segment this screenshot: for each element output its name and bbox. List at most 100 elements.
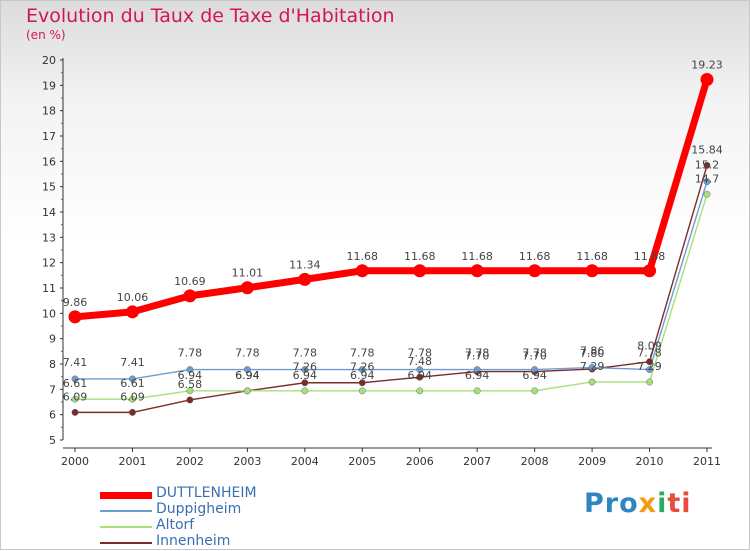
y-tick-label-8: 8 <box>49 358 56 371</box>
y-tick-label-18: 18 <box>42 105 56 118</box>
point-duppigheim-2001 <box>129 375 136 383</box>
point-duttlenheim-2003 <box>240 281 254 295</box>
y-tick-label-7: 7 <box>49 383 56 396</box>
point-duttlenheim-2000 <box>68 310 82 324</box>
point-duppigheim-2007 <box>473 366 481 373</box>
data-label-duppigheim-2000: 7.41 <box>63 356 88 369</box>
brand-part-2: x <box>638 488 658 519</box>
data-label-duttlenheim-2007: 11.68 <box>461 250 493 263</box>
data-label-innenheim-2005: 7.26 <box>350 361 375 374</box>
point-duppigheim-2009 <box>588 364 596 371</box>
data-label-duttlenheim-2002: 10.69 <box>174 275 206 288</box>
data-label-duttlenheim-2009: 11.68 <box>576 250 608 263</box>
brand-part-1: Pro <box>584 488 639 519</box>
point-innenheim-2002 <box>186 396 194 404</box>
x-tick-label-2002: 2002 <box>176 455 204 468</box>
data-label-altorf-2008: 6.94 <box>522 369 547 382</box>
point-altorf-2004 <box>301 387 309 395</box>
data-label-innenheim-2004: 7.26 <box>293 361 318 374</box>
data-label-innenheim-2008: 7.70 <box>522 350 547 363</box>
brand-part-3: i <box>657 488 668 519</box>
y-tick-label-9: 9 <box>49 333 56 346</box>
y-tick-label-13: 13 <box>42 231 56 244</box>
y-tick-label-14: 14 <box>42 206 56 219</box>
data-label-duppigheim-2001: 7.41 <box>120 356 145 369</box>
brand-logo: Proxiti <box>584 488 692 519</box>
y-tick-label-12: 12 <box>42 257 56 270</box>
x-tick-label-2009: 2009 <box>578 455 606 468</box>
data-label-innenheim-2010: 8.09 <box>637 340 662 353</box>
point-duppigheim-2000 <box>71 375 79 383</box>
point-duttlenheim-2005 <box>355 264 369 278</box>
data-label-innenheim-2006: 7.48 <box>407 355 432 368</box>
y-tick-label-5: 5 <box>49 434 56 447</box>
data-label-innenheim-2011: 15.84 <box>691 143 723 156</box>
data-label-altorf-2006: 6.94 <box>407 369 432 382</box>
data-label-duppigheim-2004: 7.78 <box>293 347 318 360</box>
data-label-duttlenheim-2001: 10.06 <box>117 291 149 304</box>
data-label-duttlenheim-2003: 11.01 <box>232 267 264 280</box>
data-label-altorf-2003: 6.94 <box>235 369 260 382</box>
x-tick-label-2007: 2007 <box>463 455 491 468</box>
x-tick-label-2011: 2011 <box>693 455 721 468</box>
point-altorf-2005 <box>358 387 366 395</box>
point-duppigheim-2003 <box>243 366 251 373</box>
point-altorf-2006 <box>416 387 424 395</box>
data-label-altorf-2007: 6.94 <box>465 369 490 382</box>
point-innenheim-2006 <box>416 373 424 381</box>
point-duppigheim-2002 <box>186 366 194 373</box>
point-duttlenheim-2011 <box>700 73 714 87</box>
data-label-innenheim-2001: 6.09 <box>120 390 145 403</box>
point-altorf-2001 <box>129 395 136 403</box>
point-duttlenheim-2007 <box>470 264 484 278</box>
x-tick-label-2000: 2000 <box>61 455 89 468</box>
point-innenheim-2011 <box>703 161 711 169</box>
data-label-duttlenheim-2006: 11.68 <box>404 250 436 263</box>
point-duppigheim-2008 <box>531 366 539 373</box>
legend-swatch-altorf <box>100 526 152 528</box>
legend-swatch-duttlenheim <box>100 492 152 499</box>
data-label-altorf-2005: 6.94 <box>350 369 375 382</box>
data-label-duttlenheim-2004: 11.34 <box>289 258 321 271</box>
point-duttlenheim-2008 <box>528 264 542 278</box>
data-label-duttlenheim-2005: 11.68 <box>347 250 379 263</box>
point-duppigheim-2004 <box>301 366 309 373</box>
legend-label-innenheim: Innenheim <box>156 533 231 549</box>
point-altorf-2007 <box>473 387 481 395</box>
chart-subtitle: (en %) <box>26 28 66 42</box>
y-tick-label-11: 11 <box>42 282 56 295</box>
data-label-duttlenheim-2000: 9.86 <box>63 296 88 309</box>
x-tick-label-2004: 2004 <box>291 455 319 468</box>
series-line-duppigheim <box>74 180 708 380</box>
data-label-innenheim-2007: 7.70 <box>465 350 490 363</box>
point-altorf-2002 <box>186 387 194 395</box>
x-tick-label-2010: 2010 <box>636 455 664 468</box>
point-altorf-2008 <box>531 387 539 395</box>
data-label-duttlenheim-2008: 11.68 <box>519 250 551 263</box>
point-altorf-2003 <box>243 387 251 395</box>
data-label-altorf-2002: 6.94 <box>178 369 203 382</box>
data-label-duppigheim-2005: 7.78 <box>350 347 375 360</box>
legend-label-altorf: Altorf <box>156 517 195 533</box>
data-label-innenheim-2002: 6.58 <box>178 378 203 391</box>
point-duttlenheim-2006 <box>413 264 427 278</box>
x-tick-label-2003: 2003 <box>233 455 261 468</box>
point-altorf-2010 <box>646 378 653 386</box>
data-label-innenheim-2009: 7.80 <box>580 347 605 360</box>
point-innenheim-2000 <box>71 408 79 416</box>
data-label-duppigheim-2011: 15.2 <box>695 159 720 172</box>
axes-group: 5 6 7 8 9 10 11 12 13 14 15 16 17 18 19 20 2000 2001 2002 2… <box>42 54 721 468</box>
data-label-duttlenheim-2010: 11.68 <box>634 250 666 263</box>
point-duttlenheim-2001 <box>125 305 139 319</box>
point-innenheim-2004 <box>301 379 309 387</box>
point-duppigheim-2006 <box>416 366 424 373</box>
series-lines <box>71 76 711 414</box>
legend-swatch-duppigheim <box>100 510 152 512</box>
data-label-duppigheim-2010: 7.78 <box>637 347 662 360</box>
y-tick-label-16: 16 <box>42 155 56 168</box>
data-label-altorf-2010: 7.29 <box>637 360 662 373</box>
data-label-duppigheim-2003: 7.78 <box>235 347 260 360</box>
series-line-innenheim <box>74 164 708 414</box>
